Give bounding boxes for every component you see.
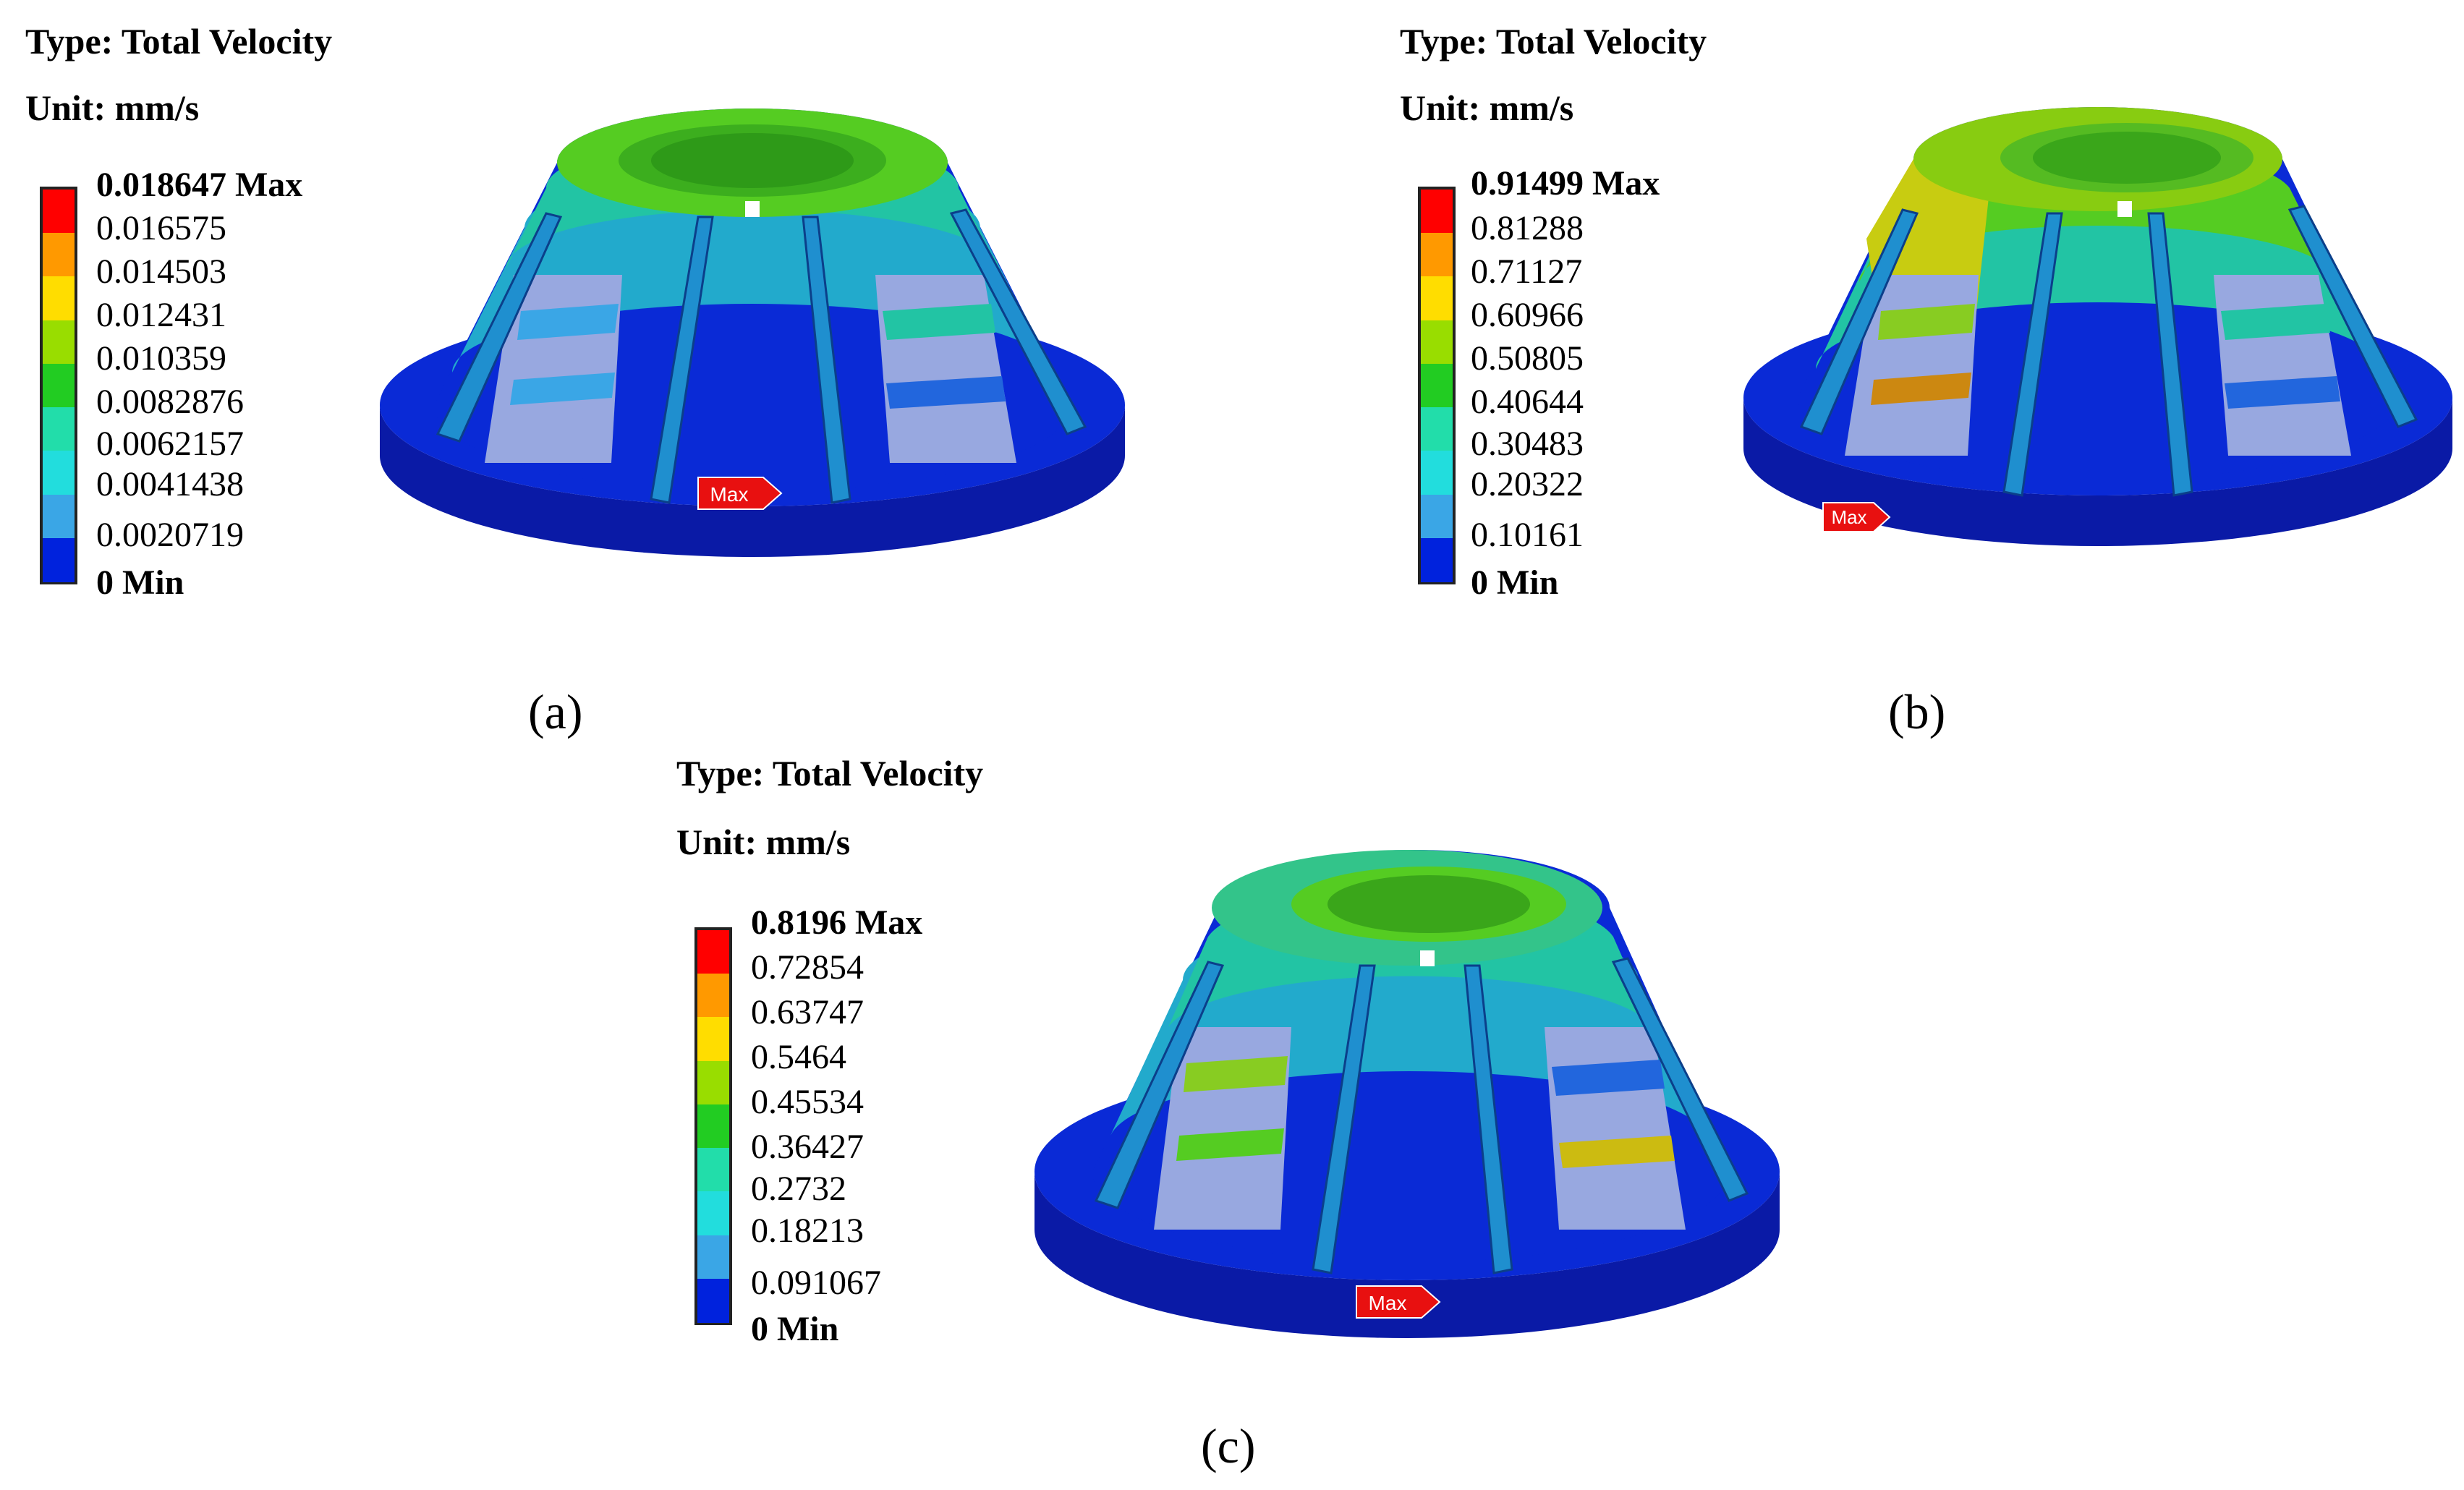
legend-label: 0.63747: [751, 993, 864, 1031]
color-legend-bar: [694, 927, 732, 1325]
panel-a: Type: Total Velocity Unit: mm/s 0.018647…: [0, 0, 1232, 739]
type-label: Type: Total Velocity: [1400, 21, 1707, 61]
max-marker-label: Max: [1369, 1292, 1407, 1314]
legend-label: 0.091067: [751, 1264, 881, 1302]
legend-label: 0.10161: [1471, 516, 1584, 554]
legend-color-band: [697, 1148, 729, 1193]
max-marker: Max: [1356, 1285, 1441, 1319]
legend-color-band: [43, 494, 75, 539]
legend-color-band: [1421, 451, 1453, 495]
panel-caption: (a): [528, 684, 583, 739]
panel-caption: (c): [1201, 1418, 1256, 1473]
legend-color-band: [1421, 276, 1453, 321]
legend-label: 0.014503: [96, 252, 226, 291]
legend-label: 0.72854: [751, 948, 864, 987]
velocity-contour-model: Max: [380, 108, 1125, 557]
legend-color-band: [697, 1191, 729, 1236]
legend-label: 0.60966: [1471, 296, 1584, 334]
legend-label: 0.012431: [96, 296, 226, 334]
legend-color-band: [697, 1017, 729, 1062]
legend-max-label: 0.018647 Max: [96, 166, 303, 204]
legend-label: 0.45534: [751, 1083, 864, 1121]
color-legend-bar: [1418, 187, 1456, 584]
legend-color-band: [1421, 320, 1453, 365]
max-marker: Max: [1822, 502, 1891, 532]
legend-label: 0.36427: [751, 1128, 864, 1166]
legend-color-band: [1421, 363, 1453, 409]
legend-color-band: [43, 233, 75, 278]
legend-label: 0.50805: [1471, 339, 1584, 378]
type-label: Type: Total Velocity: [25, 21, 333, 61]
legend-color-band: [697, 1235, 729, 1280]
legend-color-band: [1421, 537, 1453, 583]
legend-label: 0.5464: [751, 1038, 846, 1076]
unit-label: Unit: mm/s: [25, 88, 200, 128]
unit-label: Unit: mm/s: [1400, 88, 1574, 128]
legend-label: 0.0082876: [96, 383, 244, 421]
legend-color-band: [43, 276, 75, 321]
legend-color-band: [43, 537, 75, 583]
max-marker-label: Max: [710, 483, 749, 506]
legend-label: 0.18213: [751, 1212, 864, 1250]
legend-label: 0.20322: [1471, 465, 1584, 503]
legend-color-band: [1421, 494, 1453, 539]
legend-label: 0.010359: [96, 339, 226, 378]
panel-caption: (b): [1888, 684, 1946, 739]
legend-color-band: [697, 1060, 729, 1105]
legend-color-band: [43, 320, 75, 365]
legend-color-band: [43, 190, 75, 234]
legend-color-band: [1421, 233, 1453, 278]
panel-c: Type: Total Velocity Unit: mm/s 0.8196 M…: [655, 738, 1812, 1490]
color-legend-bar: [40, 187, 77, 584]
legend-label: 0.0062157: [96, 425, 244, 463]
legend-label: 0.81288: [1471, 209, 1584, 247]
velocity-contour-model: Max: [1743, 107, 2452, 546]
legend-color-band: [43, 451, 75, 495]
legend-label: 0.71127: [1471, 252, 1583, 291]
legend-color-band: [697, 1278, 729, 1324]
legend-color-band: [697, 930, 729, 975]
legend-label: 0.30483: [1471, 425, 1584, 463]
legend-color-band: [1421, 190, 1453, 234]
max-marker-label: Max: [1831, 506, 1866, 528]
legend-label: 0.2732: [751, 1170, 846, 1208]
legend-min-label: 0 Min: [96, 563, 184, 602]
legend-color-band: [697, 974, 729, 1018]
unit-label: Unit: mm/s: [676, 822, 851, 862]
type-label: Type: Total Velocity: [676, 753, 984, 793]
legend-color-band: [697, 1104, 729, 1149]
legend-label: 0.0041438: [96, 465, 244, 503]
legend-label: 0.016575: [96, 209, 226, 247]
legend-min-label: 0 Min: [1471, 563, 1559, 602]
legend-max-label: 0.8196 Max: [751, 903, 923, 942]
legend-color-band: [43, 363, 75, 409]
legend-color-band: [43, 407, 75, 452]
legend-label: 0.40644: [1471, 383, 1584, 421]
legend-min-label: 0 Min: [751, 1310, 839, 1348]
max-marker: Max: [697, 477, 783, 510]
legend-label: 0.0020719: [96, 516, 244, 554]
legend-color-band: [1421, 407, 1453, 452]
velocity-contour-model: Max: [1035, 850, 1780, 1338]
legend-max-label: 0.91499 Max: [1471, 164, 1660, 203]
panel-b: Type: Total Velocity Unit: mm/s 0.91499 …: [1367, 0, 2464, 739]
